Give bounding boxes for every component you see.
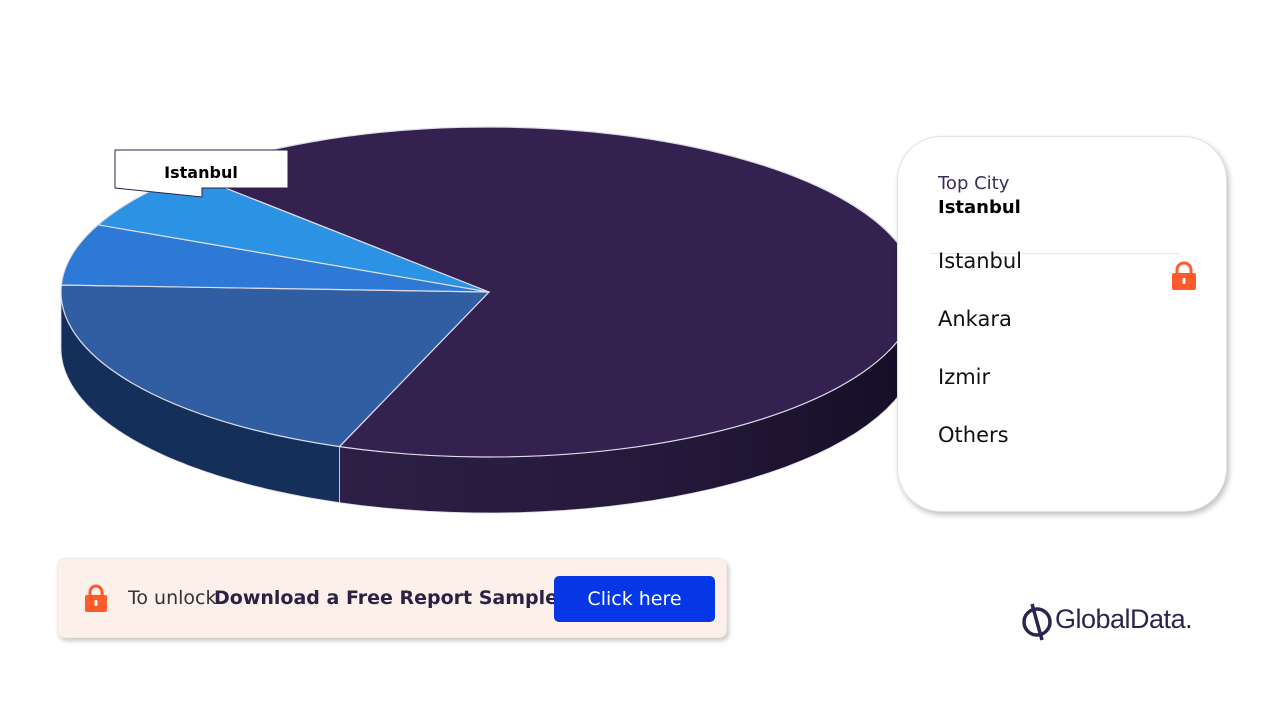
legend-top-city: Istanbul [938,197,1021,218]
download-sample-text: Download a Free Report Sample [214,587,559,609]
lock-icon[interactable] [1170,261,1198,291]
legend-item-others: Others [938,423,1009,447]
brand-name: GlobalData. [1055,604,1193,634]
istanbul-callout: Istanbul [114,149,289,198]
legend-title: Top City [938,173,1010,194]
unlock-banner: To unlock Download a Free Report Sample … [57,558,727,638]
lock-icon [85,584,107,612]
unlock-prefix: To unlock [128,587,217,609]
pie-slice-ankara [60,284,491,448]
callout-label: Istanbul [164,163,238,182]
globaldata-logo-icon [1022,603,1052,641]
legend-panel: Top City Istanbul Istanbul Ankara Izmir … [897,136,1227,512]
legend-item-izmir: Izmir [938,365,991,389]
legend-item-ankara: Ankara [938,307,1012,331]
legend-item-istanbul: Istanbul [938,249,1023,273]
pie-slice-izmir [60,224,490,293]
legend-divider [930,253,1180,254]
click-here-button[interactable]: Click here [554,576,715,622]
